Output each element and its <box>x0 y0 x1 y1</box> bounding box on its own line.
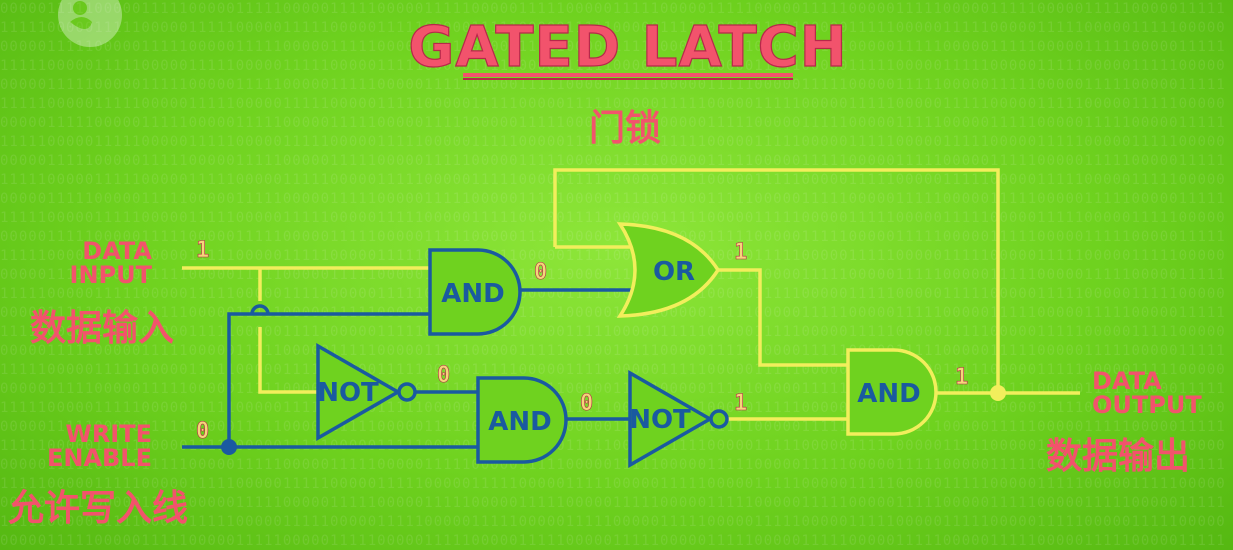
svg-text:OR: OR <box>653 257 695 287</box>
svg-text:NOT: NOT <box>317 378 379 408</box>
label-write-enable-2: ENABLE <box>47 444 152 472</box>
bit-data-input: 1 <box>196 238 209 263</box>
page-title-cn: 门锁 <box>589 108 661 149</box>
bit-not2-out: 1 <box>734 391 747 416</box>
junction-enable <box>221 439 237 455</box>
svg-text:AND: AND <box>488 407 551 437</box>
wire-or-out <box>718 268 848 367</box>
label-data-output-1: DATA <box>1092 367 1162 395</box>
label-write-enable-1: WRITE <box>65 420 152 448</box>
label-data-input-cn: 数据输入 <box>30 308 174 349</box>
svg-text:NOT: NOT <box>629 405 691 435</box>
page-title: GATED LATCH <box>408 15 847 80</box>
label-data-output-2: OUTPUT <box>1092 391 1202 419</box>
and-gate-mid: AND <box>476 376 568 464</box>
label-data-output-cn: 数据输出 <box>1046 436 1190 477</box>
svg-text:AND: AND <box>441 279 504 309</box>
wire-jumper <box>250 304 270 315</box>
and-gate-output: AND <box>846 348 938 436</box>
not-gate-1: NOT <box>316 342 417 442</box>
bit-write-enable: 0 <box>196 419 209 444</box>
wire-data-branch <box>258 268 318 394</box>
pbs-logo-icon <box>58 0 122 47</box>
not-gate-2: NOT <box>628 369 729 469</box>
wire-enable-branch <box>227 312 432 447</box>
bit-output: 1 <box>955 365 968 390</box>
label-write-enable-cn: 允许写入线 <box>8 488 188 529</box>
bit-and-mid-out: 0 <box>580 391 593 416</box>
wire-feedback <box>553 168 1000 393</box>
and-gate-top: AND <box>428 248 522 336</box>
junction-output <box>990 385 1006 401</box>
label-data-input-1: DATA <box>82 237 152 265</box>
svg-text:AND: AND <box>857 379 920 409</box>
bit-or-out: 1 <box>734 240 747 265</box>
label-data-input-2: INPUT <box>70 261 153 289</box>
or-gate: OR <box>616 222 721 318</box>
bit-and-top-out: 0 <box>534 260 547 285</box>
bit-not1-out: 0 <box>437 363 450 388</box>
